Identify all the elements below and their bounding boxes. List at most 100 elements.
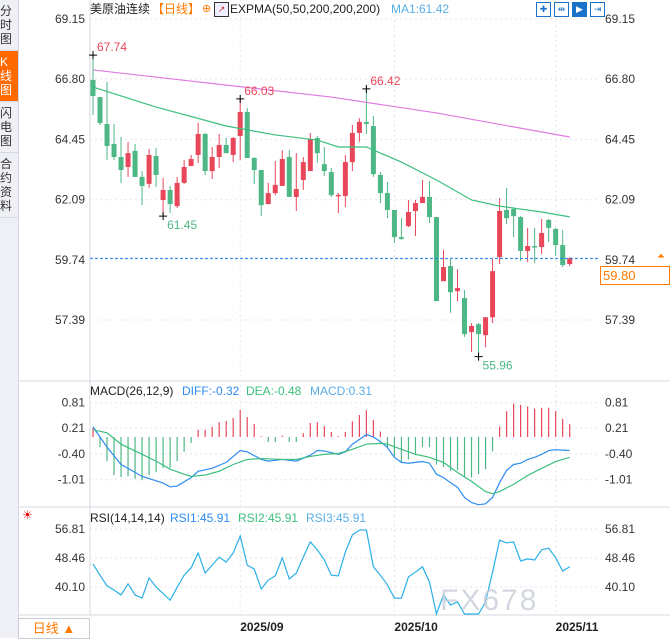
extreme-marker — [89, 51, 97, 60]
candle-body — [377, 174, 383, 194]
tab-timeshare[interactable]: 分时图 — [0, 0, 18, 51]
macd-tick-left: 0.81 — [62, 396, 86, 410]
candle — [216, 133, 222, 168]
candle-body — [391, 209, 397, 238]
candle — [532, 227, 538, 263]
ema_fast-line — [92, 86, 570, 218]
price-tick-right: 66.80 — [605, 72, 635, 86]
candle — [111, 123, 117, 161]
candle — [377, 172, 383, 204]
candle — [441, 249, 446, 282]
macd-tick-left: -1.01 — [58, 473, 86, 487]
candle — [335, 193, 341, 214]
candle-body — [97, 97, 103, 123]
candle — [567, 257, 573, 267]
candle-body — [104, 123, 110, 146]
candle — [426, 181, 432, 224]
candle-body — [398, 237, 404, 239]
candle-body — [293, 188, 299, 197]
rsi-tick-right: 40.10 — [605, 580, 635, 594]
date-tick: 2025/09 — [240, 620, 284, 634]
candle-body — [300, 162, 306, 181]
play-icon[interactable]: ▶ — [572, 2, 587, 17]
candle-body — [462, 298, 468, 335]
candle — [370, 116, 376, 177]
candle — [279, 150, 285, 186]
candle — [251, 156, 257, 185]
candle — [553, 227, 559, 257]
period-tag[interactable]: 【日线】 — [152, 2, 201, 16]
candle-body — [286, 156, 292, 197]
candle-body — [426, 196, 432, 218]
rsi-tick-left: 40.10 — [55, 580, 85, 594]
extreme-label: 61.45 — [167, 218, 197, 232]
instrument-title: 美原油连续 — [90, 2, 151, 16]
candle — [546, 218, 552, 242]
candle-body — [567, 258, 573, 264]
candle-body — [455, 288, 461, 292]
crosshair-icon[interactable]: ✚ — [536, 2, 551, 17]
candle-body — [433, 217, 439, 302]
candle — [511, 207, 517, 238]
candle-body — [188, 159, 194, 166]
price-tick-right: 59.74 — [605, 253, 635, 267]
price-tick-left: 69.15 — [55, 12, 85, 26]
exit-right-icon[interactable]: ⇥ — [590, 2, 605, 17]
candle-body — [525, 246, 531, 251]
settings-circle-icon[interactable]: ⊕ — [202, 3, 212, 15]
settings-sun-icon[interactable]: ☀ — [22, 508, 33, 522]
candle-body — [342, 162, 348, 196]
candle — [104, 81, 110, 161]
rsi2-value: RSI2:45.91 — [238, 511, 299, 525]
rsi-line — [92, 529, 570, 617]
candle-body — [195, 133, 201, 155]
candle — [433, 217, 439, 302]
candle-body — [363, 121, 369, 124]
indicator-chart-icon[interactable]: ↗ — [214, 2, 229, 17]
candle-body — [251, 158, 257, 171]
tab-contract-info[interactable]: 合约资料 — [0, 153, 18, 218]
extreme-marker — [362, 84, 371, 93]
tab-label: 合约资料 — [0, 157, 13, 213]
candle-body — [216, 144, 222, 157]
candle — [244, 108, 250, 159]
price-tick-right: 62.09 — [605, 193, 635, 207]
date-tick: 2025/11 — [556, 620, 599, 634]
candle-body — [307, 139, 313, 172]
candle — [237, 98, 243, 161]
diff-line — [92, 426, 570, 506]
tab-kline[interactable]: K线图 — [0, 51, 18, 102]
candle — [160, 177, 166, 217]
candle-body — [532, 246, 538, 248]
candle-body — [321, 164, 327, 172]
candle — [202, 132, 208, 175]
candle-body — [118, 156, 124, 171]
rsi-title: RSI(14,14,14) — [90, 511, 165, 525]
candle — [455, 269, 461, 302]
macd-tick-right: -1.01 — [605, 473, 633, 487]
candle — [293, 153, 299, 211]
candle — [188, 154, 194, 166]
tab-flash[interactable]: 闪电图 — [0, 102, 18, 153]
candle-body — [202, 133, 208, 172]
candle-body — [476, 324, 482, 335]
candle-body — [419, 196, 425, 204]
price-tick-left: 64.45 — [55, 132, 85, 146]
zoom-range-icon[interactable]: ⇹ — [554, 2, 569, 17]
expand-up-icon[interactable]: ⏶ — [657, 251, 665, 262]
extreme-marker — [474, 352, 483, 361]
candle-body — [209, 156, 215, 172]
candle — [300, 156, 306, 191]
candle — [462, 290, 468, 337]
extreme-marker — [159, 212, 168, 221]
candle — [118, 137, 124, 184]
extreme-label: 55.96 — [483, 359, 513, 373]
macd-diff: DIFF:-0.32 — [182, 384, 240, 398]
candle — [560, 229, 566, 268]
candle — [97, 97, 103, 126]
candle — [497, 197, 503, 264]
period-selector[interactable]: 日线 ▲ — [18, 618, 90, 639]
candle — [209, 147, 215, 179]
macd-tick-right: -0.40 — [605, 447, 633, 461]
